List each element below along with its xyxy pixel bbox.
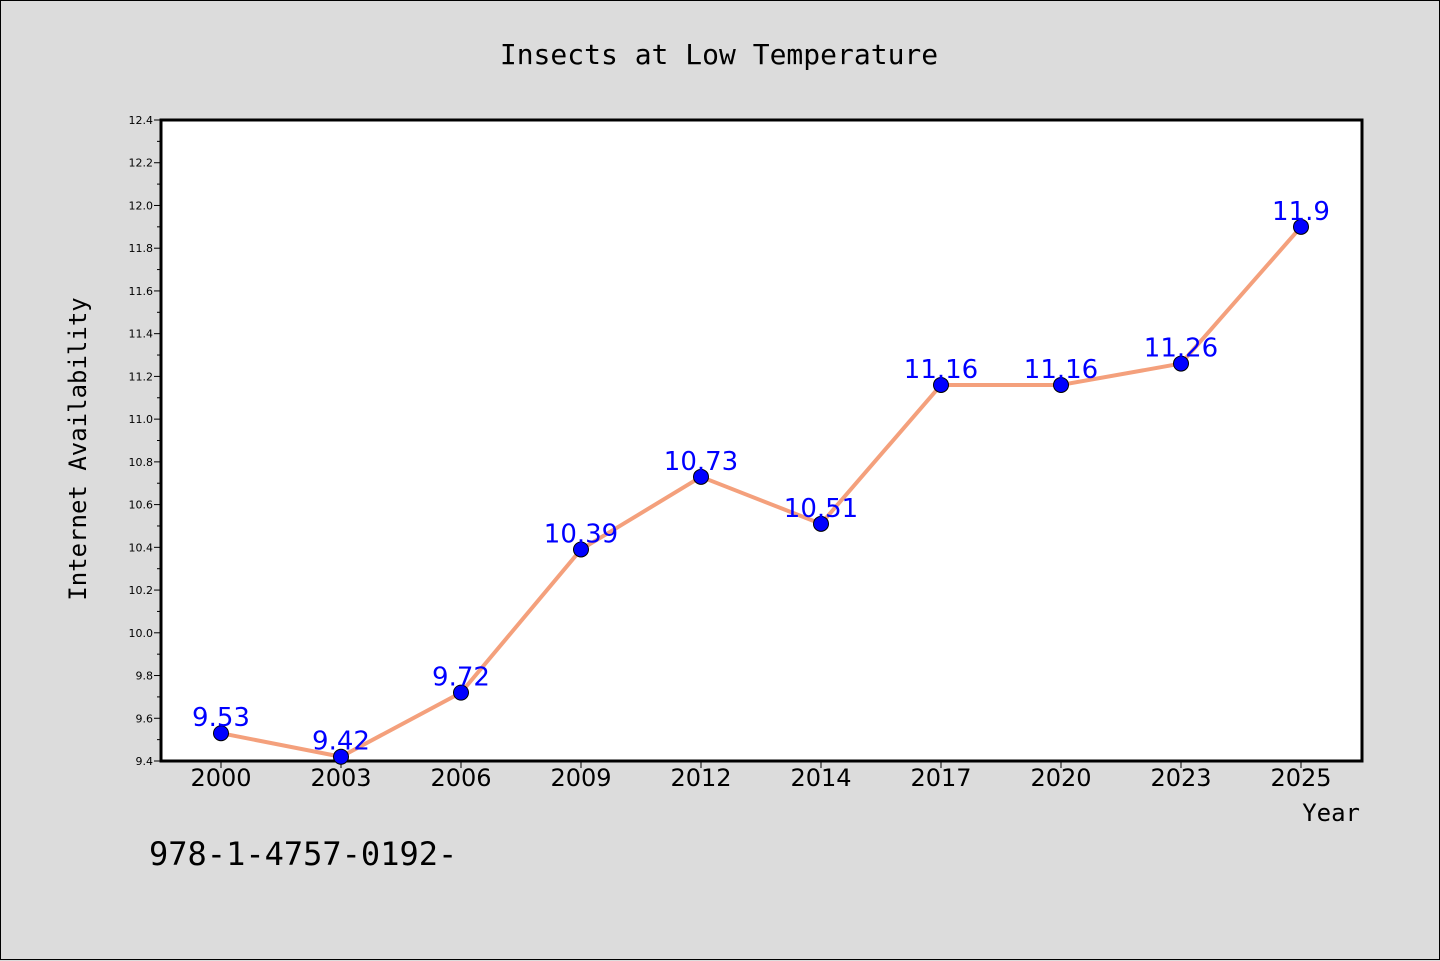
x-tick-label: 2009 [550, 764, 611, 792]
x-tick-label: 2017 [910, 764, 971, 792]
y-tick-label: 12.2 [129, 157, 154, 170]
plot-area [159, 118, 1364, 763]
data-label: 11.16 [904, 355, 978, 385]
x-axis: 2000 2003 2006 2009 2012 2014 2017 2020 2023 2025 [190, 761, 1332, 792]
x-tick-label: 2023 [1150, 764, 1211, 792]
data-label: 10.51 [784, 494, 858, 524]
data-point [693, 468, 709, 485]
y-tick-label: 10.6 [129, 499, 154, 512]
x-tick-label: 2000 [190, 764, 251, 792]
x-tick-label: 2025 [1270, 764, 1331, 792]
y-tick-label: 10.8 [129, 456, 154, 469]
data-label: 9.42 [312, 727, 370, 757]
y-tick-label: 10.0 [129, 627, 154, 640]
x-tick-label: 2003 [310, 764, 371, 792]
y-tick-label: 10.2 [129, 584, 154, 597]
y-tick-label: 10.4 [129, 541, 154, 554]
y-tick-label: 11.2 [129, 370, 154, 383]
y-tick-label: 9.8 [136, 670, 154, 683]
y-tick-label: 12.0 [129, 199, 154, 212]
y-tick-label: 9.6 [136, 712, 154, 725]
data-label: 10.73 [664, 447, 738, 477]
x-axis-label: Year [1302, 799, 1360, 827]
data-label: 9.72 [432, 663, 490, 693]
y-tick-label: 11.4 [129, 328, 154, 341]
data-label: 9.53 [192, 703, 250, 733]
data-point [813, 515, 829, 532]
footer-text: 978-1-4757-0192- [149, 835, 457, 873]
data-label: 11.9 [1272, 197, 1330, 227]
x-tick-label: 2012 [670, 764, 731, 792]
series-line [220, 225, 1303, 759]
data-point [1293, 218, 1309, 235]
series-markers [213, 218, 1309, 765]
data-point [933, 376, 949, 393]
data-point [1173, 355, 1189, 372]
data-label: 11.26 [1144, 334, 1218, 364]
data-point [573, 541, 589, 558]
y-tick-label: 11.6 [129, 285, 154, 298]
x-tick-label: 2020 [1030, 764, 1091, 792]
x-tick-label: 2014 [790, 764, 851, 792]
y-tick-label: 9.4 [136, 755, 154, 768]
x-tick-label: 2006 [430, 764, 491, 792]
data-point [213, 725, 229, 742]
chart-title: Insects at Low Temperature [500, 38, 938, 71]
y-axis: 9.4 9.6 9.8 10.0 10.2 10.4 10.6 10.8 11.0 11.2 11.… [129, 114, 161, 768]
data-point [333, 748, 349, 765]
data-labels: 9.53 9.42 9.72 10.39 10.73 10.51 11.16 11.16 11.… [192, 197, 1330, 757]
data-label: 11.16 [1024, 355, 1098, 385]
y-axis-label: Internet Availability [64, 297, 92, 600]
y-tick-label: 11.0 [129, 413, 154, 426]
y-tick-label: 11.8 [129, 242, 154, 255]
data-point [453, 684, 469, 701]
data-point [1053, 376, 1069, 393]
data-label: 10.39 [544, 519, 618, 549]
y-tick-label: 12.4 [129, 114, 154, 127]
